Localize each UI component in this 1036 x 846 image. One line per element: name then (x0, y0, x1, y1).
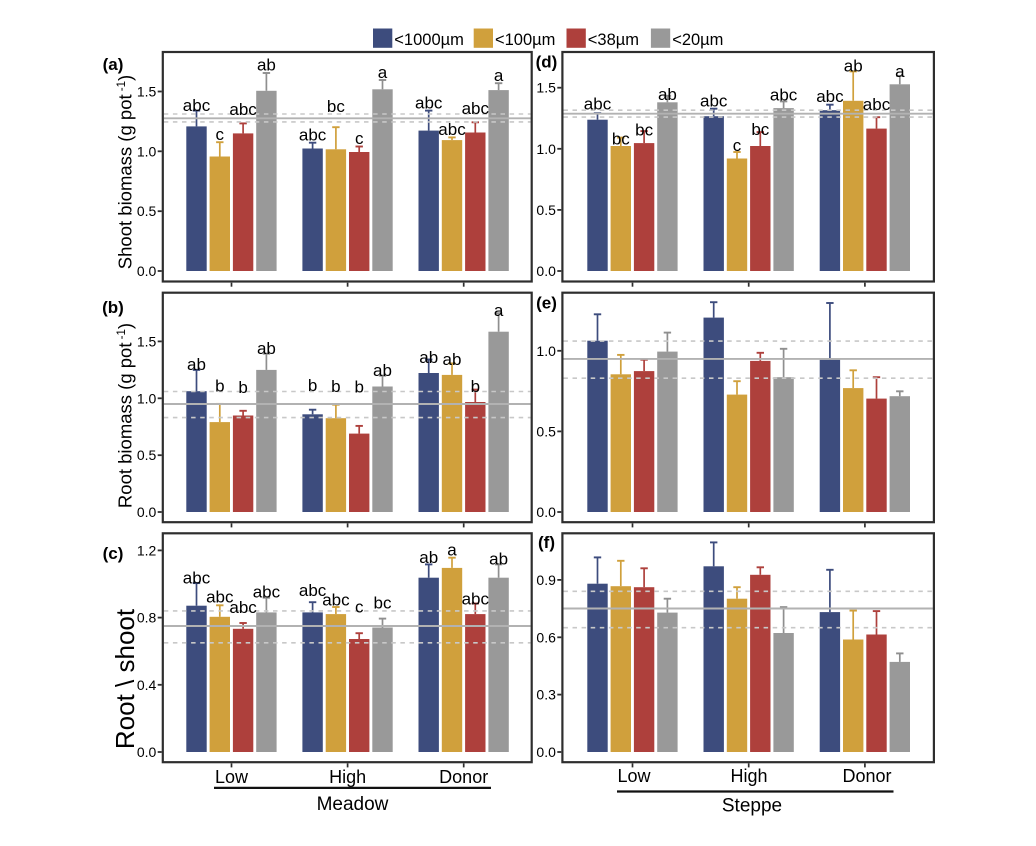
svg-text:abc: abc (299, 126, 327, 145)
svg-text:abc: abc (462, 589, 490, 608)
svg-text:abc: abc (415, 94, 443, 113)
svg-text:Meadow: Meadow (317, 794, 389, 815)
svg-text:bc: bc (751, 120, 769, 139)
svg-text:0.5: 0.5 (536, 423, 556, 439)
svg-text:c: c (216, 125, 225, 144)
svg-text:1.0: 1.0 (536, 141, 556, 157)
svg-text:0.6: 0.6 (536, 629, 556, 645)
svg-text:abc: abc (863, 95, 891, 114)
svg-text:ab: ab (658, 85, 677, 104)
svg-text:High: High (730, 766, 767, 786)
svg-text:0.0: 0.0 (536, 504, 556, 520)
svg-text:a: a (494, 301, 504, 320)
svg-text:ab: ab (443, 350, 462, 369)
svg-text:a: a (494, 66, 504, 85)
svg-text:abc: abc (183, 96, 211, 115)
svg-text:(a): (a) (103, 55, 124, 74)
svg-text:abc: abc (438, 120, 466, 139)
svg-text:0.0: 0.0 (536, 744, 556, 760)
svg-text:0.5: 0.5 (536, 202, 556, 218)
svg-text:1.5: 1.5 (536, 80, 556, 96)
svg-text:(b): (b) (102, 298, 124, 317)
svg-text:bc: bc (635, 121, 653, 140)
svg-text:Shoot biomass (g pot -1): Shoot biomass (g pot -1) (115, 75, 136, 269)
svg-text:ab: ab (373, 361, 392, 380)
svg-text:abc: abc (229, 598, 257, 617)
svg-text:(e): (e) (536, 294, 557, 313)
svg-text:(f): (f) (538, 533, 555, 552)
svg-text:a: a (447, 541, 457, 560)
svg-text:0.5: 0.5 (137, 447, 157, 463)
svg-text:0.3: 0.3 (536, 687, 556, 703)
svg-text:a: a (378, 63, 388, 82)
svg-text:abc: abc (462, 99, 490, 118)
svg-text:1.0: 1.0 (536, 343, 556, 359)
svg-text:abc: abc (584, 95, 612, 114)
svg-text:Steppe: Steppe (722, 795, 782, 816)
svg-text:abc: abc (770, 85, 798, 104)
svg-text:Donor: Donor (842, 766, 891, 786)
svg-text:abc: abc (299, 581, 327, 600)
svg-text:1.0: 1.0 (137, 143, 157, 159)
svg-text:(c): (c) (103, 544, 124, 563)
svg-text:abc: abc (253, 583, 281, 602)
svg-text:b: b (308, 376, 317, 395)
svg-text:1.5: 1.5 (137, 84, 157, 100)
svg-text:ab: ab (257, 339, 276, 358)
svg-text:High: High (329, 767, 366, 787)
svg-text:abc: abc (816, 87, 844, 106)
svg-text:ab: ab (419, 348, 438, 367)
svg-text:1.2: 1.2 (137, 542, 157, 558)
svg-text:bc: bc (327, 97, 345, 116)
svg-text:0.0: 0.0 (137, 504, 157, 520)
svg-text:ab: ab (419, 548, 438, 567)
svg-text:0.0: 0.0 (536, 263, 556, 279)
svg-text:ab: ab (187, 355, 206, 374)
svg-text:b: b (238, 378, 247, 397)
svg-text:c: c (733, 136, 742, 155)
svg-text:abc: abc (229, 100, 257, 119)
svg-text:0.4: 0.4 (137, 677, 157, 693)
svg-text:0.9: 0.9 (536, 572, 556, 588)
svg-text:ab: ab (257, 56, 276, 75)
svg-text:(d): (d) (536, 53, 558, 72)
svg-text:Root \ shoot: Root \ shoot (110, 608, 140, 749)
svg-text:b: b (354, 378, 363, 397)
svg-text:c: c (355, 598, 364, 617)
svg-text:0.0: 0.0 (137, 263, 157, 279)
svg-text:Donor: Donor (439, 767, 488, 787)
svg-text:0.0: 0.0 (137, 744, 157, 760)
svg-text:1.0: 1.0 (137, 390, 157, 406)
svg-text:1.5: 1.5 (137, 333, 157, 349)
svg-text:Root biomass (g pot -1): Root biomass (g pot -1) (115, 323, 136, 508)
svg-text:<1000µm: <1000µm (394, 31, 464, 49)
svg-text:a: a (895, 62, 905, 81)
svg-text:c: c (355, 129, 364, 148)
svg-text:<100µm: <100µm (495, 31, 555, 49)
svg-text:ab: ab (844, 56, 863, 75)
svg-text:abc: abc (322, 590, 350, 609)
svg-text:bc: bc (612, 130, 630, 149)
svg-text:ab: ab (489, 550, 508, 569)
svg-text:Low: Low (617, 766, 651, 786)
svg-text:b: b (331, 377, 340, 396)
svg-text:abc: abc (183, 569, 211, 588)
svg-text:abc: abc (700, 91, 728, 110)
svg-text:<38µm: <38µm (588, 31, 639, 49)
svg-text:0.8: 0.8 (137, 610, 157, 626)
svg-text:<20µm: <20µm (672, 31, 723, 49)
svg-text:b: b (471, 377, 480, 396)
svg-text:abc: abc (206, 588, 234, 607)
svg-text:Low: Low (215, 767, 249, 787)
svg-text:bc: bc (374, 594, 392, 613)
svg-text:b: b (215, 377, 224, 396)
svg-text:0.5: 0.5 (137, 203, 157, 219)
